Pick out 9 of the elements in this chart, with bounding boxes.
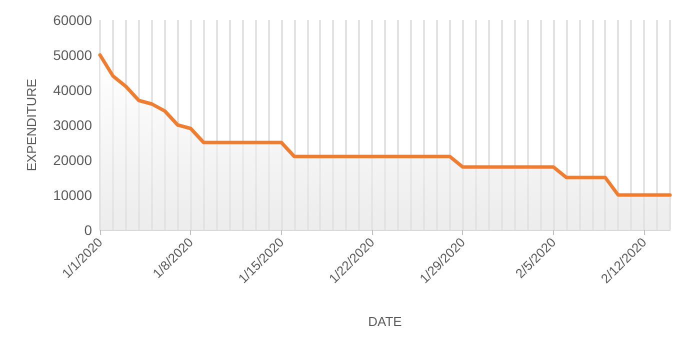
y-tick-label: 50000 (53, 47, 92, 63)
y-tick-label: 20000 (53, 152, 92, 168)
y-tick-label: 40000 (53, 82, 92, 98)
y-tick-label: 30000 (53, 117, 92, 133)
x-axis-title: DATE (368, 314, 402, 329)
y-tick-label: 10000 (53, 187, 92, 203)
y-tick-label: 60000 (53, 12, 92, 28)
y-axis-title: EXPENDITURE (24, 78, 39, 172)
y-tick-label: 0 (84, 222, 92, 238)
